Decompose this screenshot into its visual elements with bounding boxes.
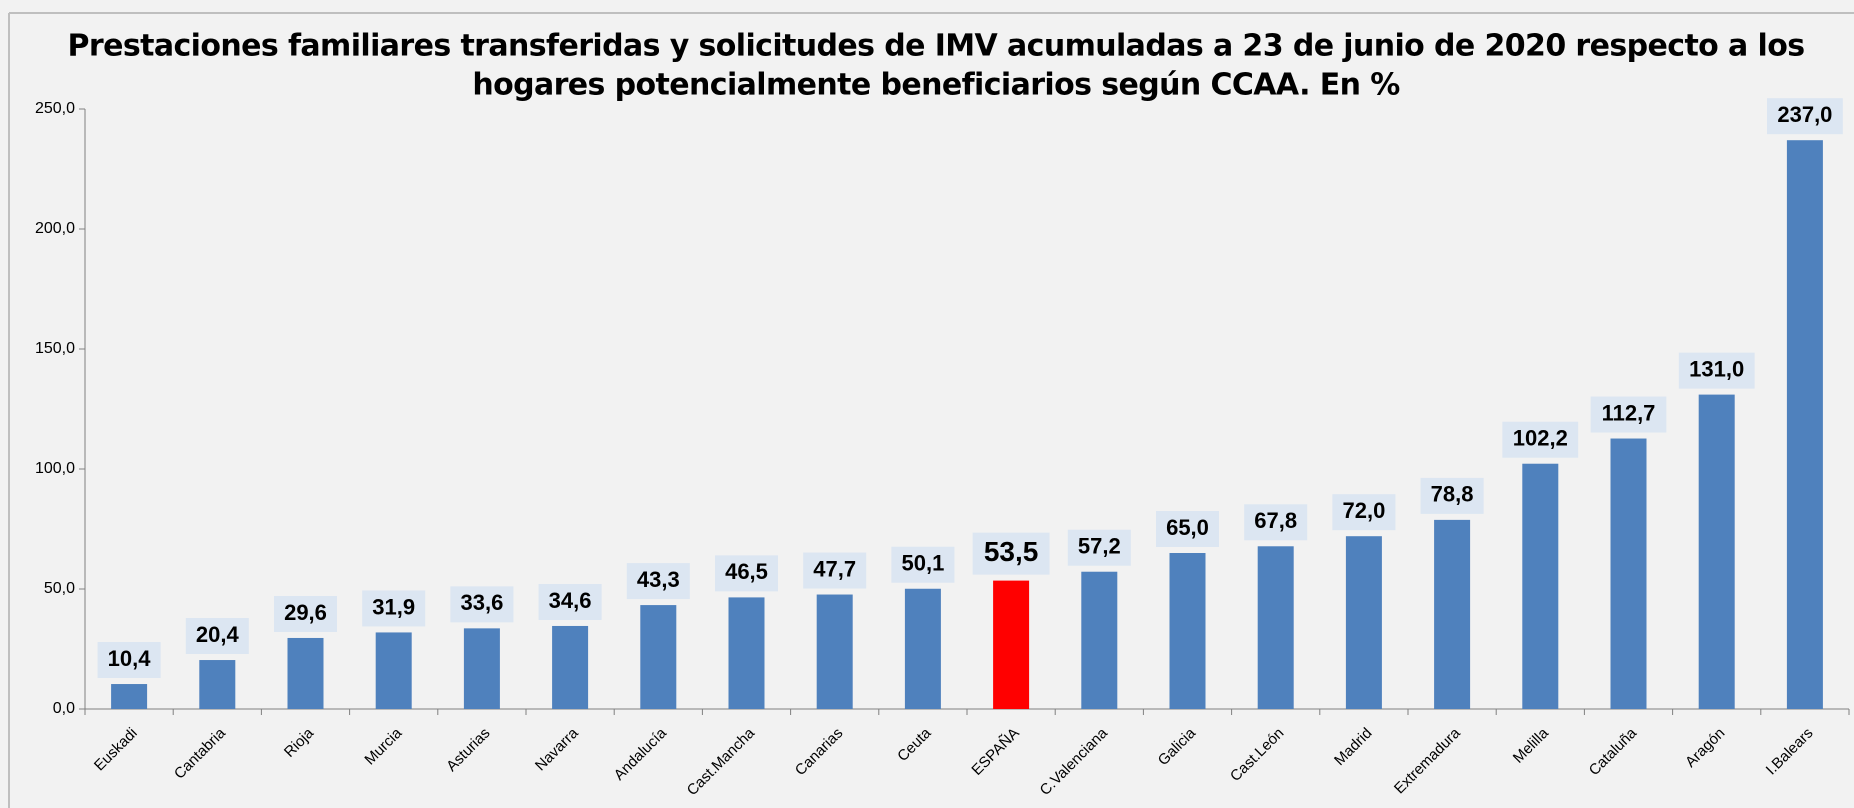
bar — [1081, 571, 1118, 709]
value-label-box — [538, 583, 602, 620]
value-label: 34,6 — [549, 588, 592, 613]
value-label-box — [1678, 352, 1755, 389]
bar — [552, 625, 589, 709]
value-label-box — [891, 546, 955, 583]
bar — [1786, 140, 1823, 709]
value-label: 57,2 — [1078, 534, 1121, 559]
value-label-box — [1420, 477, 1484, 514]
value-label-box — [1590, 396, 1667, 433]
bar — [640, 605, 677, 709]
chart-title: Prestaciones familiares transferidas y s… — [68, 29, 1805, 64]
value-label: 67,8 — [1254, 508, 1297, 533]
value-label: 29,6 — [284, 600, 327, 625]
y-tick-label: 0,0 — [53, 700, 75, 717]
value-label: 65,0 — [1166, 515, 1209, 540]
value-label: 78,8 — [1431, 482, 1474, 507]
value-label: 53,5 — [984, 536, 1039, 567]
value-label-box — [803, 552, 867, 589]
value-label: 50,1 — [901, 551, 944, 576]
value-label: 46,5 — [725, 559, 768, 584]
value-label: 31,9 — [372, 594, 415, 619]
value-label-box — [714, 555, 779, 592]
value-label-box — [1067, 529, 1131, 566]
value-label-box — [362, 590, 426, 627]
value-label: 72,0 — [1342, 498, 1385, 523]
y-tick-label: 200,0 — [35, 220, 75, 237]
value-label-box — [450, 586, 514, 623]
value-label: 33,6 — [460, 590, 503, 615]
value-label: 131,0 — [1689, 356, 1744, 381]
bar — [904, 588, 941, 709]
bar — [111, 684, 148, 709]
value-label-box — [97, 642, 161, 679]
value-label-box — [1502, 421, 1579, 458]
y-tick-label: 50,0 — [44, 580, 75, 597]
bar — [728, 597, 765, 709]
bar — [1698, 394, 1735, 709]
bar — [993, 580, 1030, 709]
y-tick-label: 150,0 — [35, 340, 75, 357]
value-label: 47,7 — [813, 556, 856, 581]
value-label-box — [1767, 98, 1843, 135]
value-label-box — [273, 595, 338, 632]
value-label-box — [626, 563, 690, 600]
bar — [816, 594, 853, 709]
value-label-box — [1155, 511, 1220, 547]
bar — [1345, 536, 1382, 709]
chart-title: hogares potencialmente beneficiarios seg… — [472, 68, 1400, 103]
bar — [1434, 519, 1471, 709]
bar — [199, 660, 236, 709]
value-label-box — [185, 618, 249, 655]
y-tick-label: 100,0 — [35, 460, 75, 477]
value-label: 20,4 — [196, 622, 240, 647]
bar — [1169, 553, 1206, 709]
value-label: 43,3 — [637, 567, 680, 592]
bar — [1610, 438, 1647, 709]
bar — [287, 637, 324, 709]
bar — [1257, 546, 1294, 709]
bar — [1522, 463, 1559, 709]
value-label-box — [972, 532, 1050, 575]
value-label-box — [1244, 504, 1308, 541]
value-label-box — [1332, 494, 1396, 531]
value-label: 237,0 — [1777, 102, 1832, 127]
value-label: 112,7 — [1602, 400, 1656, 425]
value-label: 10,4 — [108, 646, 152, 671]
bar — [463, 628, 500, 709]
y-tick-label: 250,0 — [35, 100, 75, 117]
bar — [375, 632, 412, 709]
value-label: 102,2 — [1513, 426, 1568, 451]
